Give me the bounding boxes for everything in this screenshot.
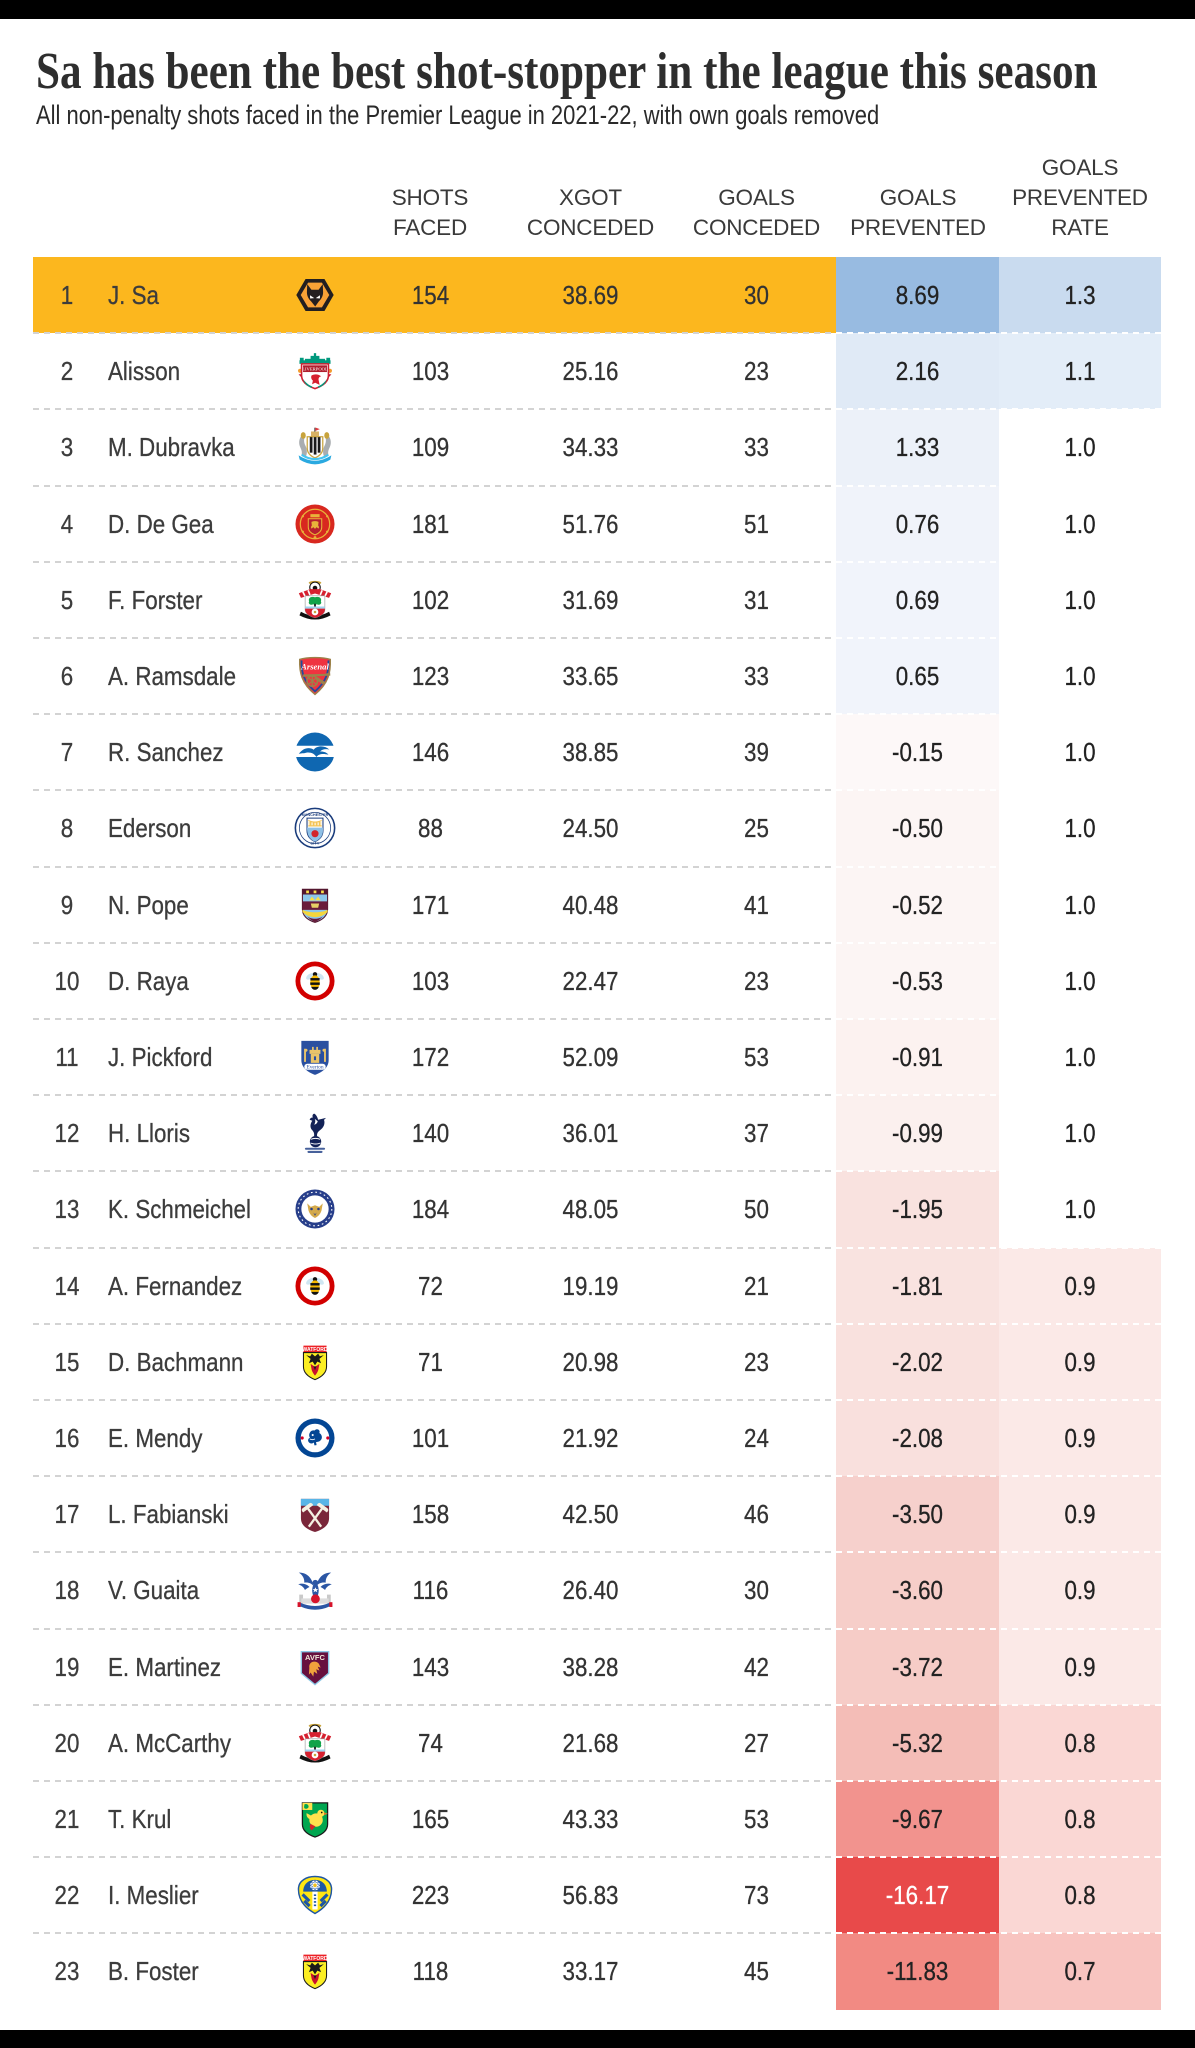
svg-text:WATFORD: WATFORD (302, 1347, 327, 1353)
svg-text:MANCHESTER: MANCHESTER (302, 814, 329, 818)
svg-text:AVFC: AVFC (305, 1652, 326, 1661)
svg-text:Everton: Everton (306, 1064, 323, 1070)
svg-text:WATFORD: WATFORD (302, 1956, 327, 1962)
svg-text:Arsenal: Arsenal (300, 662, 329, 672)
svg-text:CITY: CITY (310, 842, 320, 846)
svg-text:LIVERPOOL: LIVERPOOL (302, 367, 328, 372)
